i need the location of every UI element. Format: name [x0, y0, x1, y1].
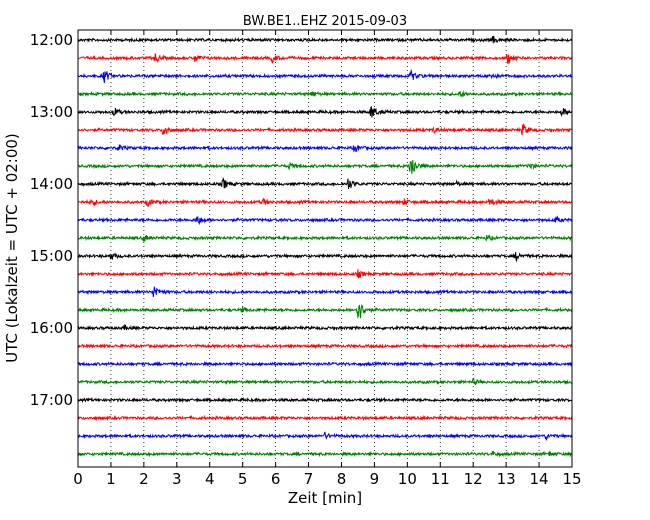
y-tick-label: 14:00 [30, 175, 73, 193]
x-tick-label: 2 [139, 470, 149, 488]
trace-1445 [77, 234, 573, 242]
trace-1245 [77, 90, 573, 98]
y-axis-ticks: 12:00 13:00 14:00 15:00 16:00 17:00 [30, 31, 83, 409]
trace-1330 [77, 144, 573, 153]
trace-1515 [77, 269, 573, 279]
vertical-grid [110, 30, 540, 467]
trace-1300 [77, 106, 572, 118]
x-tick-label: 4 [205, 470, 215, 488]
x-tick-label: 13 [497, 470, 516, 488]
x-tick-label: 12 [464, 470, 483, 488]
trace-1615 [77, 342, 573, 350]
trace-1315 [77, 123, 573, 136]
trace-1645 [77, 377, 573, 386]
trace-1700 [77, 396, 573, 404]
x-tick-label: 6 [271, 470, 281, 488]
chart-title: BW.BE1..EHZ 2015-09-03 [243, 14, 407, 29]
trace-1500 [77, 251, 573, 263]
seismogram-traces [77, 35, 573, 458]
trace-1630 [77, 360, 573, 368]
x-tick-label: 10 [398, 470, 417, 488]
y-axis-label: UTC (Lokalzeit = UTC + 02:00) [3, 133, 21, 363]
y-tick-label: 16:00 [30, 319, 73, 337]
y-tick-label: 13:00 [30, 103, 73, 121]
x-tick-label: 9 [370, 470, 380, 488]
trace-1215 [77, 53, 573, 65]
trace-1430 [78, 215, 573, 226]
x-tick-label: 0 [73, 470, 83, 488]
trace-1530 [77, 286, 573, 298]
trace-1345 [77, 159, 573, 174]
y-tick-label: 12:00 [30, 31, 73, 49]
x-axis-ticks: 0 1 2 3 4 5 6 7 8 9 10 11 12 13 14 15 [73, 30, 582, 488]
x-tick-label: 14 [530, 470, 549, 488]
trace-1200 [77, 35, 573, 44]
trace-1715 [77, 414, 573, 422]
trace-1730 [77, 431, 573, 442]
x-axis-label: Zeit [min] [288, 489, 362, 507]
x-tick-label: 5 [238, 470, 248, 488]
y-tick-label: 15:00 [30, 247, 73, 265]
trace-1400 [77, 176, 573, 189]
trace-1745 [77, 450, 573, 458]
x-tick-label: 15 [562, 470, 581, 488]
x-tick-label: 7 [304, 470, 314, 488]
x-tick-label: 1 [106, 470, 116, 488]
y-tick-label: 17:00 [30, 391, 73, 409]
x-tick-label: 11 [431, 470, 450, 488]
trace-1415 [77, 197, 573, 207]
plot-frame [77, 29, 573, 468]
trace-1230 [77, 68, 573, 83]
trace-1600 [77, 324, 573, 332]
trace-1545 [77, 304, 573, 320]
x-tick-label: 8 [337, 470, 347, 488]
x-tick-label: 3 [172, 470, 182, 488]
